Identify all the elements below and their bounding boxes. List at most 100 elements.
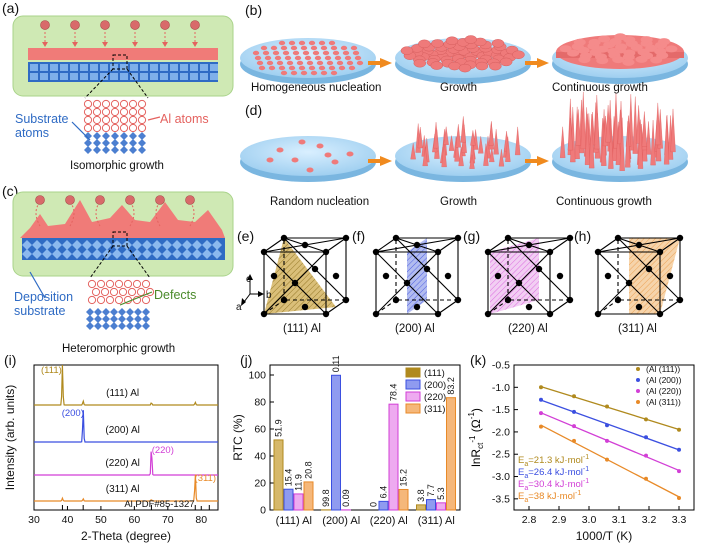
heteromorphic-growth-diagram <box>12 191 234 330</box>
atom-dot <box>656 310 664 318</box>
d-caption-3: Continuous growth <box>556 196 652 208</box>
grain <box>464 35 478 44</box>
activation-energy-label: Ea=26.4 kJ·mol-1 <box>518 466 589 480</box>
substrate-cell <box>150 73 158 80</box>
nucleus <box>356 60 364 66</box>
spike <box>498 149 505 167</box>
legend-label: (Al (200)) <box>646 375 682 385</box>
cube-edge <box>549 299 571 315</box>
arrow-icon <box>537 156 549 166</box>
panel-label-g: (g) <box>463 228 481 244</box>
substrate-cell <box>120 73 128 80</box>
arrow-icon <box>368 159 380 163</box>
arrow-head <box>162 42 168 47</box>
al-atom <box>136 287 146 297</box>
film-grain <box>635 55 648 63</box>
rtc-bar <box>446 397 456 511</box>
legend-label: (Al (311)) <box>646 397 681 407</box>
substrate-diamond <box>42 240 52 250</box>
grain <box>418 39 431 49</box>
al-atom <box>92 123 102 133</box>
film-grain <box>559 45 572 53</box>
spike <box>410 143 416 160</box>
substrate-cell <box>30 64 38 71</box>
b-caption-3: Continuous growth <box>552 82 648 94</box>
xrd-trace <box>34 364 218 406</box>
al-atom <box>119 99 129 109</box>
atom-dot <box>614 234 622 242</box>
activation-energy-label: Ea=21.3 kJ·mol-1 <box>518 454 589 468</box>
substrate-cell <box>190 64 198 71</box>
nucleus <box>276 60 284 66</box>
al-atom <box>87 295 97 305</box>
spike <box>470 130 476 146</box>
atom-dot <box>666 272 674 280</box>
substrate-cell <box>90 64 98 71</box>
data-point <box>539 411 543 416</box>
substrate-diamond <box>192 249 202 259</box>
substrate-atom <box>84 146 92 154</box>
panel-label-c: (c) <box>2 183 19 199</box>
film-grain <box>567 49 580 57</box>
atom-dot <box>423 265 431 273</box>
h-caption: (311) Al <box>618 323 657 335</box>
substrate-cell <box>210 64 218 71</box>
x-tick-label: 50 <box>95 514 107 526</box>
spike <box>448 135 455 151</box>
substrate-cell <box>70 73 78 80</box>
arrow-icon <box>525 159 537 163</box>
nucleus <box>288 40 296 46</box>
nucleus <box>336 60 344 66</box>
y-tick-label: 100 <box>248 370 266 382</box>
nucleus <box>280 70 288 76</box>
ann-part: -1 <box>583 478 589 485</box>
nucleus <box>312 50 320 56</box>
substrate-diamond <box>72 249 82 259</box>
al-atom <box>160 20 170 30</box>
substrate-cell <box>60 64 68 71</box>
nucleus <box>338 65 346 71</box>
substrate-diamond <box>112 240 122 250</box>
zoom-line-right <box>126 245 151 279</box>
data-point <box>644 435 648 440</box>
e-caption: (111) Al <box>283 323 321 335</box>
substrate-cell <box>130 64 138 71</box>
spike <box>515 126 521 156</box>
substrate-atom <box>118 315 126 323</box>
nucleation-growth-diagram <box>240 33 688 182</box>
substrate-cell <box>160 73 168 80</box>
substrate-block <box>22 238 225 260</box>
spike <box>433 122 439 149</box>
data-point <box>677 495 681 500</box>
nucleus <box>324 152 332 158</box>
ann-part: =38 kJ·mol <box>528 491 575 502</box>
substrate-atom <box>111 146 119 154</box>
al-atom <box>137 115 147 125</box>
isomorphic-growth-caption: Isomorphic growth <box>70 160 164 172</box>
arrow-head <box>72 42 78 47</box>
spike <box>655 102 661 146</box>
al-atom <box>190 20 200 30</box>
x-tick-label: 2.9 <box>552 514 567 526</box>
spike <box>589 114 595 169</box>
xrd-chart: 30 40 50 60 70 80 2-Theta (degree) Intensity (a… <box>3 364 219 543</box>
substrate-atom <box>86 308 94 316</box>
panel-label-b: (b) <box>245 2 263 18</box>
al-atom <box>130 20 140 30</box>
substrate-cell <box>140 73 148 80</box>
arrow-head <box>132 42 138 47</box>
rtc-bar <box>303 481 314 511</box>
al-atom <box>125 195 135 205</box>
panel-label-f: (f) <box>352 228 366 244</box>
nucleus <box>278 65 286 71</box>
atom-dot <box>525 241 533 249</box>
nucleus <box>276 147 284 153</box>
atom-dot <box>322 310 330 318</box>
atom-dot <box>372 248 380 256</box>
x-category-label: (200) Al <box>322 515 360 527</box>
al-atom <box>91 287 101 297</box>
al-atom <box>137 123 147 133</box>
activation-energy-label: Ea=30.4 kJ·mol-1 <box>518 478 589 492</box>
al-film-layer <box>28 48 218 60</box>
substrate-diamond <box>202 249 212 259</box>
